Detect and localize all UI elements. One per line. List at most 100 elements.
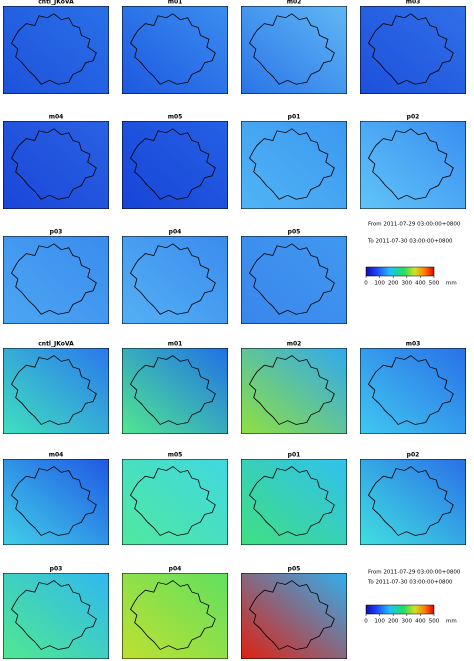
colorbar-tick-label: 400: [415, 619, 426, 625]
map-panel: [122, 573, 228, 659]
panel-label: m05: [168, 114, 183, 121]
map-field: [241, 459, 347, 545]
map-field: [360, 6, 466, 94]
map-field: [241, 236, 347, 324]
boundary: [248, 580, 335, 650]
colorbar-tick-label: 0: [364, 281, 368, 287]
boundary: [10, 128, 97, 200]
boundary: [248, 243, 335, 315]
period-to: To 2011-07-30 03:00:00+0800: [367, 239, 453, 245]
boundary: [10, 580, 97, 650]
map-field: [360, 121, 466, 209]
map-panel: [241, 459, 347, 545]
panel-label: p04: [169, 566, 182, 573]
map-field: [241, 6, 347, 94]
map-panel: [360, 348, 466, 434]
panel-label: p02: [407, 114, 420, 121]
boundary: [10, 13, 97, 85]
panel-label: p03: [50, 566, 63, 573]
colorbar: [365, 604, 435, 615]
map-field: [122, 121, 228, 209]
map-panel: [3, 573, 109, 659]
map-field: [122, 459, 228, 545]
map-panel: [241, 121, 347, 209]
boundary: [367, 355, 454, 425]
period-from: From 2011-07-29 03:00:00+0800: [368, 570, 461, 576]
panel-label: cntl_JKoVA: [38, 341, 74, 348]
map-field: [3, 121, 109, 209]
colorbar-tick-label: 100: [374, 619, 385, 625]
colorbar-unit: mm: [446, 281, 457, 287]
panel-label: p05: [288, 229, 301, 236]
panel-label: m04: [49, 452, 64, 459]
map-panel: [360, 459, 466, 545]
map-field: [241, 121, 347, 209]
map-panel: [3, 6, 109, 94]
map-panel: [360, 6, 466, 94]
panel-label: p01: [288, 452, 301, 459]
panel-label: m04: [49, 114, 64, 121]
map-field: [360, 348, 466, 434]
colorbar-tick-label: 200: [388, 619, 399, 625]
panel-label: p04: [169, 229, 182, 236]
boundary: [10, 355, 97, 425]
panel-label: m02: [287, 341, 302, 348]
panel-label: m03: [406, 341, 421, 348]
map-field: [3, 573, 109, 659]
boundary: [129, 580, 216, 650]
map-panel: [122, 459, 228, 545]
boundary: [10, 243, 97, 315]
boundary: [367, 13, 454, 85]
panel-label: m05: [168, 452, 183, 459]
panel-label: m01: [168, 341, 183, 348]
map-panel: [3, 459, 109, 545]
map-panel: [122, 6, 228, 94]
panel-label: p03: [50, 229, 63, 236]
map-panel: [122, 121, 228, 209]
panel-label: cntl_JKoVA: [38, 0, 74, 6]
map-panel: [3, 236, 109, 324]
map-panel: [241, 236, 347, 324]
map-field: [122, 573, 228, 659]
map-panel: [241, 6, 347, 94]
map-panel: [3, 121, 109, 209]
period-to: To 2011-07-30 03:00:00+0800: [367, 580, 453, 586]
boundary: [248, 466, 335, 536]
map-panel: [122, 348, 228, 434]
map-field: [122, 348, 228, 434]
boundary: [248, 13, 335, 85]
map-field: [241, 573, 347, 659]
colorbar: [365, 266, 435, 277]
boundary: [129, 355, 216, 425]
map-field: [122, 236, 228, 324]
panel-label: p05: [288, 566, 301, 573]
map-panel: [122, 236, 228, 324]
colorbar-tick-label: 500: [429, 619, 440, 625]
map-field: [3, 236, 109, 324]
boundary: [10, 466, 97, 536]
boundary: [367, 128, 454, 200]
boundary: [129, 466, 216, 536]
map-panel: [241, 348, 347, 434]
colorbar-tick-label: 0: [364, 619, 368, 625]
map-field: [360, 459, 466, 545]
map-field: [241, 348, 347, 434]
colorbar-tick-label: 100: [374, 281, 385, 287]
map-panel: [3, 348, 109, 434]
colorbar-tick-label: 500: [429, 281, 440, 287]
panel-label: m01: [168, 0, 183, 6]
colorbar-unit: mm: [446, 619, 457, 625]
map-field: [3, 348, 109, 434]
map-field: [3, 459, 109, 545]
panel-label: m03: [406, 0, 421, 6]
map-panel: [241, 573, 347, 659]
boundary: [129, 13, 216, 85]
boundary: [248, 128, 335, 200]
colorbar-tick-label: 300: [402, 281, 413, 287]
panel-label: p01: [288, 114, 301, 121]
map-field: [122, 6, 228, 94]
boundary: [367, 466, 454, 536]
colorbar-tick-label: 300: [402, 619, 413, 625]
boundary: [248, 355, 335, 425]
